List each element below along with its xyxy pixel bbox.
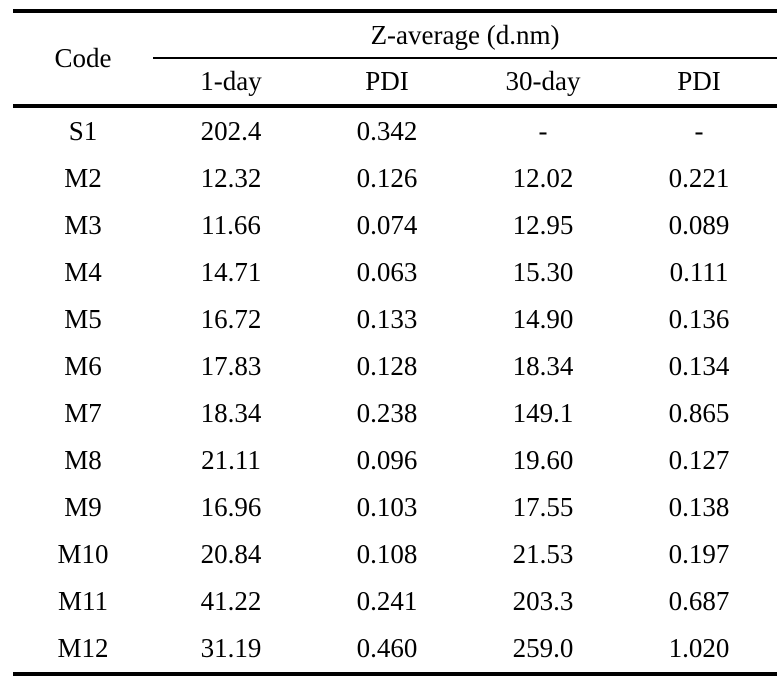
cell-1day: 17.83 <box>200 351 262 381</box>
table-row: M7 18.34 0.238 149.1 0.865 <box>13 390 777 437</box>
column-header-1-day: 1-day <box>153 58 309 108</box>
cell-pdi-30day: 0.127 <box>668 445 730 475</box>
cell-pdi-30day: 0.687 <box>668 586 730 616</box>
cell-pdi-1day: 0.241 <box>356 586 418 616</box>
cell-1day: 202.4 <box>200 116 262 146</box>
cell-pdi-1day: 0.342 <box>356 116 418 146</box>
table-row: M5 16.72 0.133 14.90 0.136 <box>13 296 777 343</box>
cell-pdi-1day: 0.108 <box>356 539 418 569</box>
cell-30day: 12.02 <box>512 163 574 193</box>
cell-pdi-1day: 0.133 <box>356 304 418 334</box>
cell-pdi-1day: 0.460 <box>356 633 418 663</box>
cell-pdi-30day: 0.134 <box>668 351 730 381</box>
cell-1day: 18.34 <box>200 398 262 428</box>
header-row-subheaders: 1-day PDI 30-day PDI <box>13 58 778 108</box>
row-code: M6 <box>64 351 102 381</box>
row-code: M12 <box>57 633 109 663</box>
row-code: M10 <box>57 539 109 569</box>
cell-1day: 14.71 <box>200 257 262 287</box>
cell-30day: 19.60 <box>512 445 574 475</box>
cell-30day: 15.30 <box>512 257 574 287</box>
column-header-30-day: 30-day <box>465 58 621 108</box>
table-row: M3 11.66 0.074 12.95 0.089 <box>13 202 777 249</box>
cell-30day: 203.3 <box>512 586 574 616</box>
cell-pdi-30day: 0.138 <box>668 492 730 522</box>
cell-30day: 17.55 <box>512 492 574 522</box>
cell-pdi-1day: 0.096 <box>356 445 418 475</box>
row-code: M2 <box>64 163 102 193</box>
row-code: M9 <box>64 492 102 522</box>
table-row: M10 20.84 0.108 21.53 0.197 <box>13 531 777 578</box>
cell-30day: - <box>538 116 548 146</box>
cell-pdi-1day: 0.063 <box>356 257 418 287</box>
cell-pdi-30day: 0.111 <box>669 257 729 287</box>
row-code: S1 <box>68 116 98 146</box>
cell-30day: 12.95 <box>512 210 574 240</box>
cell-30day: 18.34 <box>512 351 574 381</box>
table-row: M9 16.96 0.103 17.55 0.138 <box>13 484 777 531</box>
cell-pdi-30day: - <box>694 116 704 146</box>
cell-pdi-1day: 0.074 <box>356 210 418 240</box>
cell-pdi-30day: 0.221 <box>668 163 730 193</box>
row-code: M11 <box>57 586 108 616</box>
cell-1day: 12.32 <box>200 163 262 193</box>
column-header-pdi-30day: PDI <box>621 58 778 108</box>
table-row: M4 14.71 0.063 15.30 0.111 <box>13 249 777 296</box>
table-row: M11 41.22 0.241 203.3 0.687 <box>13 578 777 625</box>
cell-pdi-1day: 0.103 <box>356 492 418 522</box>
cell-1day: 31.19 <box>200 633 262 663</box>
cell-1day: 11.66 <box>201 210 261 240</box>
cell-pdi-30day: 1.020 <box>668 633 730 663</box>
table-row: S1 202.4 0.342 - - <box>13 106 777 155</box>
column-header-code: Code <box>13 11 153 108</box>
cell-pdi-30day: 0.089 <box>668 210 730 240</box>
table-row: M6 17.83 0.128 18.34 0.134 <box>13 343 777 390</box>
header-row-spanner: Code Z-average (d.nm) <box>13 11 778 108</box>
cell-1day: 21.11 <box>201 445 261 475</box>
cell-30day: 149.1 <box>512 398 574 428</box>
table-row: M8 21.11 0.096 19.60 0.127 <box>13 437 777 484</box>
column-group-header-z-average: Z-average (d.nm) <box>153 11 778 59</box>
cell-30day: 259.0 <box>512 633 574 663</box>
cell-1day: 16.96 <box>200 492 262 522</box>
cell-pdi-1day: 0.128 <box>356 351 418 381</box>
table-row: M12 31.19 0.460 259.0 1.020 <box>13 625 777 674</box>
cell-1day: 20.84 <box>200 539 262 569</box>
row-code: M3 <box>64 210 102 240</box>
cell-1day: 16.72 <box>200 304 262 334</box>
cell-pdi-1day: 0.126 <box>356 163 418 193</box>
row-code: M4 <box>64 257 102 287</box>
cell-pdi-1day: 0.238 <box>356 398 418 428</box>
cell-pdi-30day: 0.865 <box>668 398 730 428</box>
cell-1day: 41.22 <box>200 586 262 616</box>
row-code: M5 <box>64 304 102 334</box>
table-row: M2 12.32 0.126 12.02 0.221 <box>13 155 777 202</box>
z-average-table: Code Z-average (d.nm) 1-day PDI 30-day P… <box>13 9 778 676</box>
row-code: M8 <box>64 445 102 475</box>
cell-pdi-30day: 0.136 <box>668 304 730 334</box>
row-code: M7 <box>64 398 102 428</box>
cell-30day: 21.53 <box>512 539 574 569</box>
cell-pdi-30day: 0.197 <box>668 539 730 569</box>
column-header-pdi-1day: PDI <box>309 58 465 108</box>
cell-30day: 14.90 <box>512 304 574 334</box>
